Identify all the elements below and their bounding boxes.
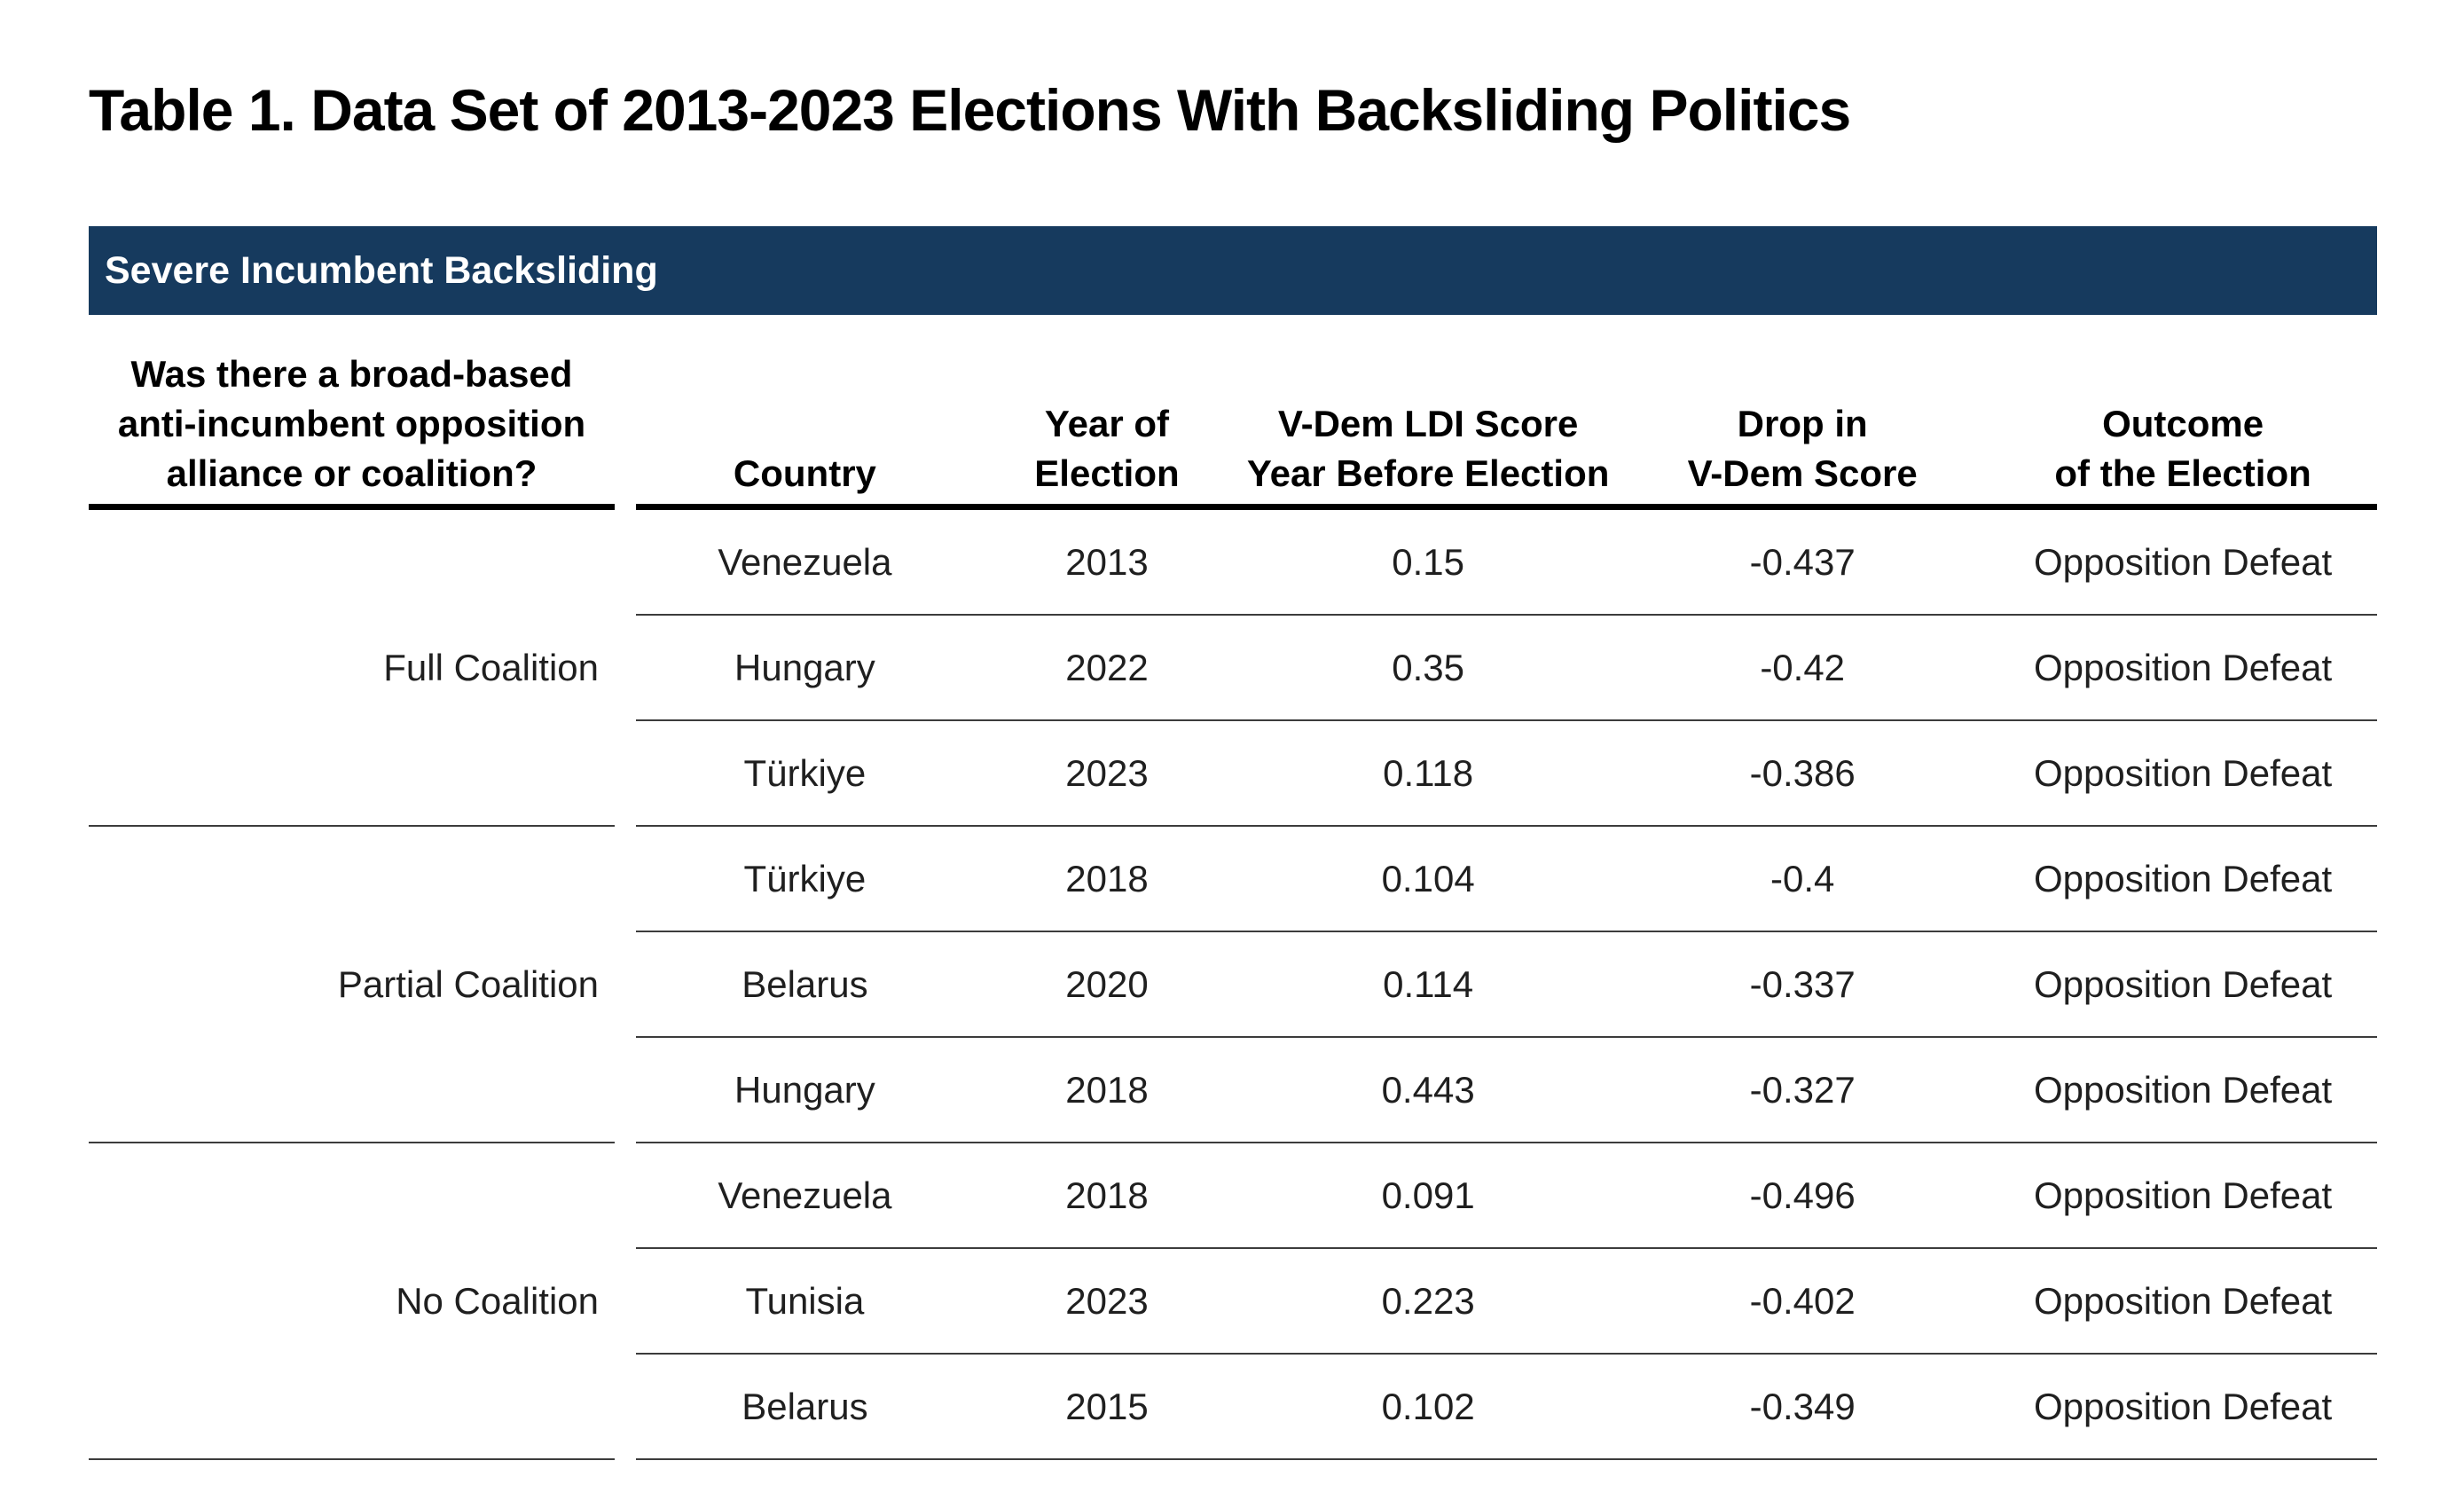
cell-drop: -0.402 [1749, 1279, 1856, 1322]
cell-year: 2013 [1065, 540, 1149, 583]
cell-outcome: Opposition Defeat [2033, 1385, 2333, 1427]
cell-outcome: Opposition Defeat [2033, 1068, 2333, 1111]
cell-drop: -0.349 [1749, 1385, 1856, 1427]
column-header-country: Country [733, 452, 876, 494]
cell-year: 2018 [1065, 857, 1149, 899]
cell-country: Belarus [742, 962, 868, 1005]
cell-outcome: Opposition Defeat [2033, 962, 2333, 1005]
cell-ldi_score: 0.114 [1383, 962, 1474, 1005]
cell-ldi_score: 0.102 [1381, 1385, 1475, 1427]
cell-year: 2022 [1065, 646, 1149, 688]
cell-outcome: Opposition Defeat [2033, 540, 2333, 583]
coalition-groups: Full Coalition Partial Coalition No Coalit… [89, 510, 615, 1460]
cell-country: Tunisia [745, 1279, 865, 1322]
cell-country: Türkiye [743, 857, 867, 899]
table-row: Venezuela 2013 0.15 -0.437 Opposition Defeat [636, 510, 2377, 616]
cell-drop: -0.327 [1749, 1068, 1856, 1111]
cell-drop: -0.337 [1749, 962, 1856, 1005]
table-row: Belarus 2020 0.114 -0.337 Opposition Defeat [636, 932, 2377, 1038]
cell-country: Venezuela [718, 1174, 892, 1216]
cell-drop: -0.4 [1770, 857, 1835, 899]
cell-drop: -0.496 [1749, 1174, 1856, 1216]
table-row: Belarus 2015 0.102 -0.349 Opposition Defeat [636, 1355, 2377, 1460]
cell-outcome: Opposition Defeat [2033, 1174, 2333, 1216]
cell-ldi_score: 0.443 [1381, 1068, 1475, 1111]
table-rows: Venezuela 2013 0.15 -0.437 Opposition Defeat… [636, 510, 2377, 1460]
table-row: Türkiye 2018 0.104 -0.4 Opposition Defeat [636, 827, 2377, 932]
table-row: Venezuela 2018 0.091 -0.496 Opposition Defea… [636, 1143, 2377, 1249]
cell-ldi_score: 0.15 [1392, 540, 1465, 583]
cell-ldi_score: 0.091 [1381, 1174, 1475, 1216]
cell-outcome: Opposition Defeat [2033, 1279, 2333, 1322]
column-header-outcome: Outcome of the Election [2054, 403, 2311, 494]
coalition-column: Was there a broad-based anti-incumbent o… [89, 315, 615, 1460]
cell-ldi_score: 0.104 [1381, 857, 1475, 899]
cell-year: 2020 [1065, 962, 1149, 1005]
cell-country: Venezuela [718, 540, 892, 583]
cell-ldi_score: 0.223 [1381, 1279, 1475, 1322]
cell-ldi_score: 0.35 [1392, 646, 1465, 688]
elections-table: Was there a broad-based anti-incumbent o… [89, 315, 2377, 1460]
column-header-drop: Drop in V-Dem Score [1687, 403, 1918, 494]
column-header-row: Country Year of Election V-Dem LDI Score… [636, 315, 2377, 510]
coalition-group-label: Partial Coalition [89, 827, 615, 1143]
cell-year: 2023 [1065, 1279, 1149, 1322]
cell-outcome: Opposition Defeat [2033, 857, 2333, 899]
column-header-year: Year of Election [1034, 403, 1180, 494]
coalition-column-header: Was there a broad-based anti-incumbent o… [89, 315, 615, 510]
cell-country: Türkiye [743, 751, 867, 794]
cell-drop: -0.437 [1749, 540, 1856, 583]
cell-drop: -0.42 [1760, 646, 1846, 688]
cell-year: 2023 [1065, 751, 1149, 794]
cell-country: Hungary [734, 646, 875, 688]
cell-ldi_score: 0.118 [1383, 751, 1474, 794]
table-row: Hungary 2022 0.35 -0.42 Opposition Defeat [636, 616, 2377, 721]
section-header-label: Severe Incumbent Backsliding [105, 248, 658, 292]
data-columns: Country Year of Election V-Dem LDI Score… [636, 315, 2377, 1460]
cell-year: 2018 [1065, 1068, 1149, 1111]
table-row: Türkiye 2023 0.118 -0.386 Opposition Defeat [636, 721, 2377, 827]
page-title: Table 1. Data Set of 2013-2023 Elections… [89, 77, 1851, 143]
table-row: Hungary 2018 0.443 -0.327 Opposition Defeat [636, 1038, 2377, 1143]
cell-drop: -0.386 [1749, 751, 1856, 794]
coalition-group-label: No Coalition [89, 1143, 615, 1460]
cell-outcome: Opposition Defeat [2033, 751, 2333, 794]
table-row: Tunisia 2023 0.223 -0.402 Opposition Defeat [636, 1249, 2377, 1355]
cell-outcome: Opposition Defeat [2033, 646, 2333, 688]
cell-year: 2015 [1065, 1385, 1149, 1427]
cell-year: 2018 [1065, 1174, 1149, 1216]
cell-country: Belarus [742, 1385, 868, 1427]
column-header-ldi-score: V-Dem LDI Score Year Before Election [1246, 403, 1610, 494]
coalition-group-label: Full Coalition [89, 510, 615, 827]
section-header-band: Severe Incumbent Backsliding [89, 226, 2377, 315]
cell-country: Hungary [734, 1068, 875, 1111]
